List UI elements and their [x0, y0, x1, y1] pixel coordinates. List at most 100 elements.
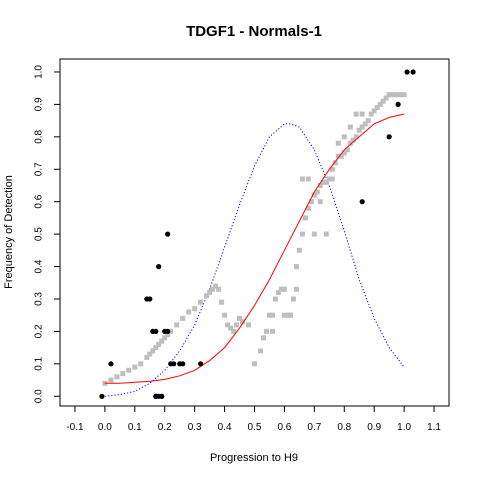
gray-point	[156, 341, 162, 347]
chart-title: TDGF1 - Normals-1	[186, 23, 322, 40]
gray-point	[284, 312, 290, 318]
gray-point	[293, 264, 299, 270]
black-point	[165, 328, 171, 334]
gray-point	[353, 111, 359, 117]
gray-point	[228, 325, 234, 331]
gray-point	[252, 361, 257, 367]
gray-point	[213, 283, 219, 289]
black-point	[147, 296, 153, 302]
gray-point	[132, 364, 138, 370]
gray-point	[347, 124, 353, 130]
gray-point	[353, 134, 359, 140]
x-tick-label: 0.9	[367, 422, 381, 433]
gray-point	[392, 92, 398, 98]
gray-point	[350, 137, 356, 143]
gray-point	[264, 328, 269, 334]
gray-point	[395, 92, 401, 98]
gray-point	[198, 299, 204, 305]
gray-point	[246, 322, 251, 328]
gray-point	[302, 215, 308, 221]
gray-point	[299, 176, 305, 182]
x-tick-label: 0.7	[307, 422, 321, 433]
gray-point	[231, 328, 237, 334]
gray-point	[114, 374, 120, 380]
gray-point	[290, 296, 296, 302]
gray-point	[383, 95, 389, 101]
gray-point	[270, 328, 275, 334]
black-point	[386, 134, 392, 140]
gray-point	[261, 335, 266, 341]
y-tick-label: 0.6	[34, 194, 45, 208]
black-point	[165, 231, 171, 237]
density-curve	[104, 123, 405, 397]
black-point	[99, 393, 105, 399]
x-tick-label: 0.2	[158, 422, 172, 433]
gray-point	[323, 179, 329, 185]
x-tick-label: 0.8	[337, 422, 351, 433]
gray-point	[144, 354, 150, 360]
gray-point	[258, 348, 263, 354]
black-point	[180, 361, 186, 367]
gray-point	[398, 92, 404, 98]
y-tick-label: 0.7	[34, 162, 45, 176]
gray-point	[281, 286, 287, 292]
y-tick-label: 0.8	[34, 129, 45, 143]
gray-point	[281, 312, 287, 318]
x-tick-label: 0.5	[248, 422, 262, 433]
y-axis-label: Frequency of Detection	[3, 175, 15, 289]
gray-point	[240, 319, 245, 325]
black-point	[359, 199, 365, 205]
black-point	[108, 361, 114, 367]
gray-point	[329, 166, 335, 172]
y-tick-label: 0.1	[34, 356, 45, 370]
gray-point	[341, 150, 347, 156]
gray-point	[275, 290, 281, 295]
gray-point	[335, 140, 341, 146]
gray-point	[374, 105, 380, 111]
black-point	[395, 101, 401, 107]
gray-point	[389, 92, 395, 98]
gray-point	[338, 153, 344, 159]
gray-point	[234, 322, 239, 328]
x-axis: -0.1 0.0 0.1 0.2 0.3 0.4 0.5 0.6 0.7 0.8 0.9 1.0 1.1	[66, 406, 441, 433]
gray-point	[225, 322, 231, 328]
gray-point	[320, 179, 326, 185]
gray-point	[162, 335, 168, 341]
gray-point	[356, 127, 362, 133]
x-tick-label: 0.6	[277, 422, 291, 433]
x-tick-label: -0.1	[66, 422, 84, 433]
y-tick-label: 0.9	[34, 97, 45, 111]
y-tick-label: 0.4	[34, 259, 45, 273]
gray-point	[210, 286, 216, 292]
gray-point	[305, 176, 311, 182]
x-tick-label: 0.0	[98, 422, 112, 433]
gray-point	[237, 315, 242, 321]
gray-point	[377, 101, 383, 107]
x-tick-label: 0.3	[188, 422, 202, 433]
gray-point	[341, 134, 347, 140]
gray-point	[222, 312, 228, 318]
gray-point	[296, 247, 302, 253]
gray-point	[120, 371, 126, 377]
y-tick-label: 0.3	[34, 292, 45, 306]
gray-point	[314, 189, 320, 195]
gray-point	[317, 199, 323, 205]
gray-point	[371, 108, 377, 114]
gray-point	[323, 231, 329, 237]
gray-point	[359, 111, 365, 117]
gray-point	[219, 299, 225, 305]
gray-point	[168, 328, 174, 334]
y-tick-label: 1.0	[34, 65, 45, 79]
x-tick-label: 1.0	[397, 422, 411, 433]
plot-area	[99, 69, 416, 399]
black-point	[159, 393, 165, 399]
gray-point	[174, 322, 180, 328]
gray-point	[311, 231, 317, 237]
gray-point	[204, 293, 210, 299]
gray-point	[344, 147, 350, 153]
gray-point	[362, 121, 368, 127]
black-point	[404, 69, 410, 75]
black-point	[198, 361, 204, 367]
gray-point	[192, 306, 198, 312]
